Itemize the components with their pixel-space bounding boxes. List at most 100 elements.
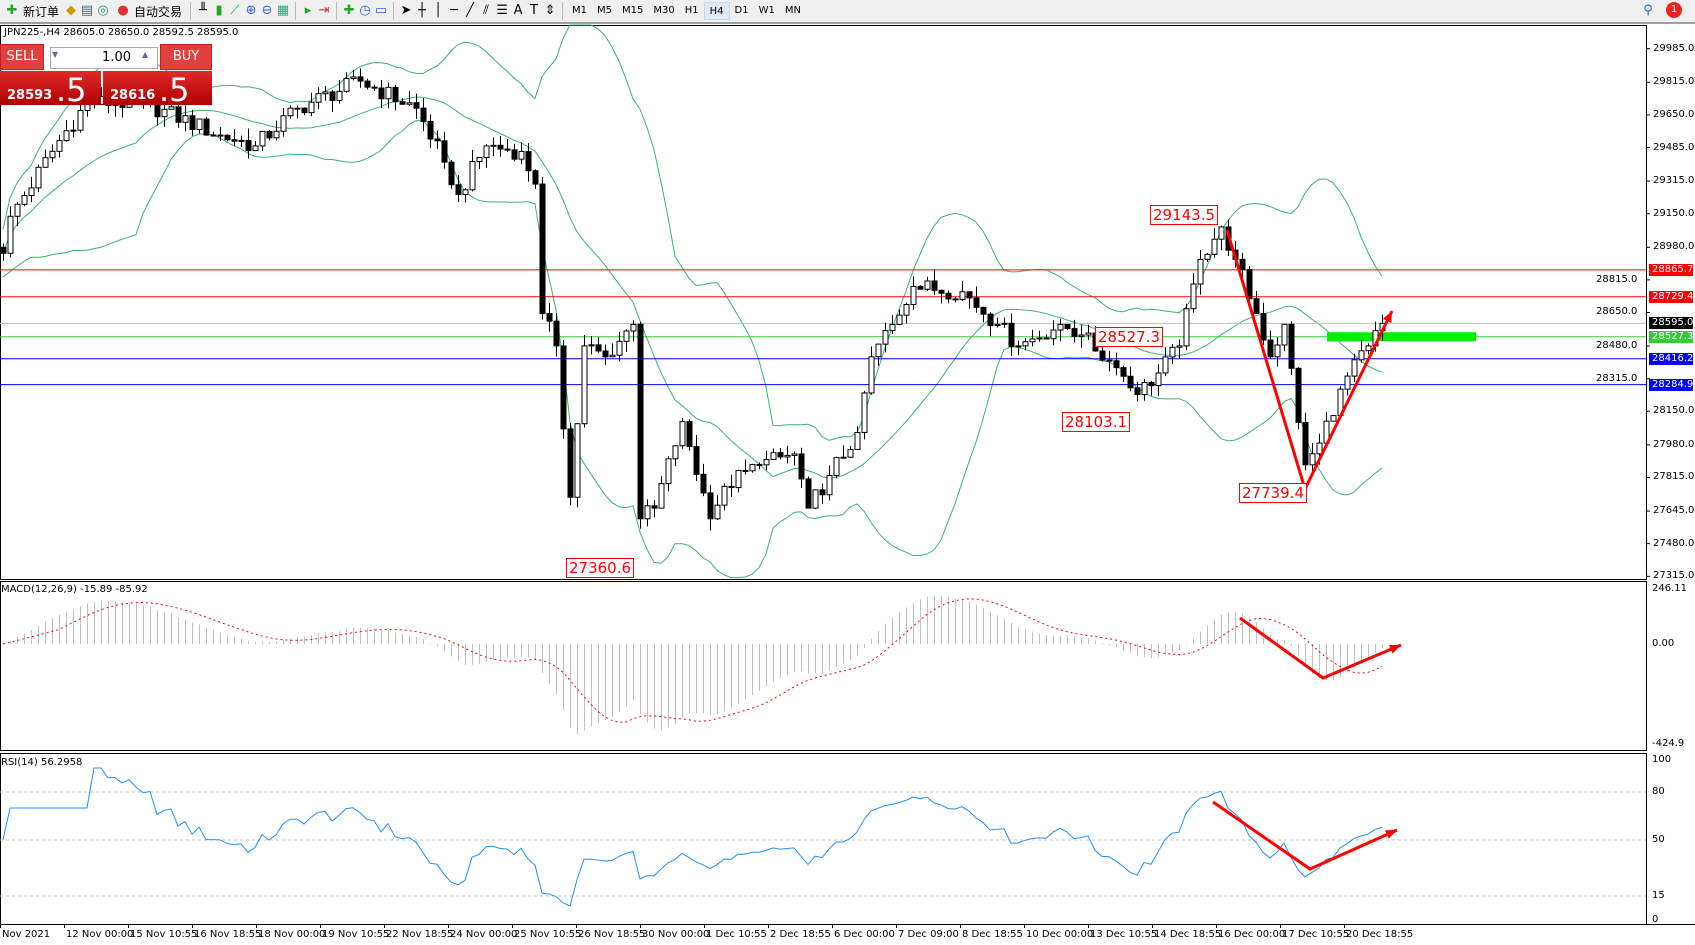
fibonacci-icon[interactable]: ☰ — [496, 3, 508, 18]
bull-candle — [35, 166, 42, 189]
macd-axis-label: 246.11 — [1652, 583, 1687, 594]
bear-candle — [329, 91, 336, 101]
price-axis-label: 27980.0 — [1653, 438, 1695, 450]
bear-candle — [553, 320, 560, 347]
bull-candle — [847, 448, 854, 458]
bear-candle — [1288, 323, 1295, 369]
price-arrow — [1225, 229, 1394, 494]
bull-candle — [287, 107, 294, 117]
bear-candle — [378, 87, 385, 100]
bull-candle — [1155, 372, 1162, 387]
bear-candle — [546, 312, 553, 322]
bull-candle — [1274, 344, 1281, 358]
sell-button[interactable]: SELL — [0, 44, 44, 70]
vertical-line-icon[interactable]: │ — [434, 3, 442, 18]
trendline-icon[interactable]: ╱ — [466, 3, 474, 18]
timeframe-m5[interactable]: M5 — [597, 5, 613, 16]
bear-candle — [0, 246, 7, 254]
price-line-tag: 28729.4 — [1649, 290, 1693, 303]
macd-label: MACD(12,26,9) -15.89 -85.92 — [1, 584, 148, 595]
bear-candle — [560, 345, 567, 430]
time-axis-label: 26 Nov 18:55 — [578, 929, 646, 940]
support-zone — [1327, 332, 1476, 342]
search-icon[interactable]: ⚲ — [1643, 3, 1653, 18]
bull-candle — [791, 453, 798, 456]
bull-candle — [70, 129, 77, 132]
bear-candle — [175, 106, 182, 123]
text-label-icon[interactable]: T — [530, 3, 538, 18]
templates-icon[interactable]: ▭ — [374, 3, 388, 18]
timeframe-h4[interactable]: H4 — [703, 2, 730, 20]
timeframe-h1[interactable]: H1 — [684, 5, 699, 16]
data-window-icon[interactable]: ▤ — [80, 3, 94, 18]
zoom-in-icon[interactable]: ⊕ — [245, 3, 257, 18]
text-icon[interactable]: A — [513, 3, 523, 18]
bull-candle — [910, 285, 917, 306]
price-axis-label: 29815.0 — [1653, 76, 1695, 88]
tile-windows-icon[interactable]: ▦ — [276, 3, 290, 18]
bear-candle — [1113, 360, 1120, 369]
market-watch-icon[interactable]: ◆ — [66, 3, 77, 18]
timeframe-m15[interactable]: M15 — [622, 5, 644, 16]
bollinger-middle — [2, 96, 1383, 479]
timeframe-w1[interactable]: W1 — [758, 5, 775, 16]
ask-price[interactable]: 28616.5 — [103, 71, 212, 109]
bear-candle — [1106, 359, 1113, 362]
bull-candle — [1204, 253, 1211, 260]
divider — [562, 2, 564, 20]
bull-candle — [763, 459, 770, 466]
arrows-icon[interactable]: ⇕ — [544, 3, 556, 18]
time-axis-label: 14 Dec 18:55 — [1154, 929, 1222, 940]
candlestick-icon[interactable]: ▮ — [215, 3, 223, 18]
bear-candle — [497, 144, 504, 150]
new-order-button[interactable]: ✚ 新订单 — [0, 0, 63, 22]
macd-axis-label: 0.00 — [1652, 638, 1675, 649]
time-axis-label: 18 Nov 00:00 — [258, 929, 326, 940]
bid-price[interactable]: 28593.5 — [0, 71, 101, 109]
zoom-out-icon[interactable]: ⊖ — [261, 3, 273, 18]
bull-candle — [1176, 345, 1183, 348]
bull-candle — [623, 330, 630, 342]
rsi-arrow — [1212, 800, 1398, 871]
lot-decrease-icon[interactable]: ▼ — [52, 50, 59, 59]
line-chart-icon[interactable]: ⟋ — [230, 3, 240, 18]
bull-candle — [14, 203, 21, 217]
lot-increase-icon[interactable]: ▲ — [142, 50, 149, 59]
bull-candle — [1141, 381, 1148, 395]
timeframe-mn[interactable]: MN — [784, 5, 801, 16]
bull-candle — [161, 108, 168, 118]
rsi-arrow-head — [1385, 830, 1397, 839]
bull-candle — [1281, 323, 1288, 346]
equidistant-channel-icon[interactable]: ⫽ — [483, 3, 489, 18]
timeframe-m30[interactable]: M30 — [653, 5, 675, 16]
horizontal-line-icon[interactable]: ─ — [450, 3, 458, 18]
indicators-icon[interactable]: ✚ — [343, 3, 355, 18]
periods-icon[interactable]: ◷ — [359, 3, 371, 18]
bear-candle — [392, 86, 399, 103]
bear-candle — [567, 428, 574, 498]
bull-candle — [273, 130, 280, 139]
price-axis-label: 27815.0 — [1653, 471, 1695, 483]
bear-candle — [707, 492, 714, 520]
navigator-icon[interactable]: ◎ — [97, 3, 109, 18]
bear-candle — [980, 306, 987, 315]
auto-trading-button[interactable]: ● 自动交易 — [111, 0, 186, 22]
time-axis-label: Nov 2021 — [2, 929, 51, 940]
lot-size-input[interactable]: 1.00 — [50, 47, 158, 69]
bear-candle — [1302, 422, 1309, 466]
buy-button[interactable]: BUY — [160, 44, 212, 70]
chart-shift-icon[interactable]: ⇥ — [318, 3, 330, 18]
notification-badge[interactable]: 1 — [1666, 2, 1682, 18]
timeframe-d1[interactable]: D1 — [734, 5, 749, 16]
timeframe-m1[interactable]: M1 — [572, 5, 588, 16]
auto-scroll-icon[interactable]: ▸ — [304, 3, 312, 18]
bear-candle — [819, 489, 826, 496]
crosshair-icon[interactable]: ┼ — [418, 3, 426, 18]
cursor-icon[interactable]: ➤ — [400, 3, 412, 18]
bull-candle — [1022, 341, 1029, 347]
divider — [336, 2, 338, 20]
price-line-tag: 28527.3 — [1649, 330, 1693, 343]
price-arrow-head — [1382, 311, 1392, 323]
bar-chart-icon[interactable]: ╨ — [199, 3, 207, 18]
